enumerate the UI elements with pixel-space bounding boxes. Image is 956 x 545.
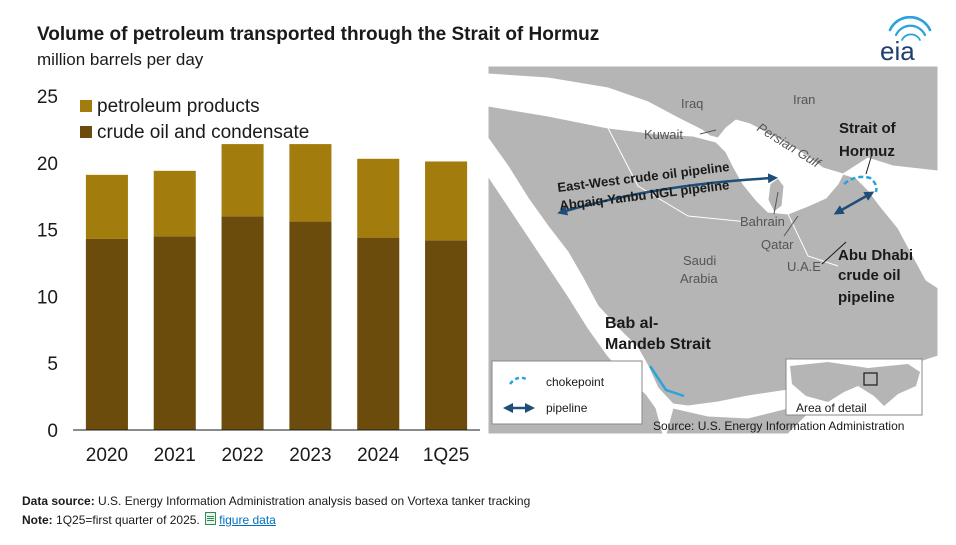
label-hormuz-2: Hormuz — [839, 143, 895, 160]
hormuz-chokepoint — [843, 175, 878, 193]
label-bab-2: Mandeb Strait — [605, 336, 711, 353]
label-kuwait: Kuwait — [644, 127, 683, 142]
eia-logo[interactable]: eia — [878, 16, 934, 64]
bar-products-1Q25 — [425, 161, 468, 241]
label-area-of-detail: Area of detail — [796, 401, 867, 415]
chart-legend: petroleum products crude oil and condensa… — [80, 96, 309, 143]
legend-chokepoint-icon — [509, 376, 529, 385]
abu-dhabi-leader — [821, 241, 847, 265]
bars — [85, 144, 468, 430]
label-iraq: Iraq — [681, 96, 703, 111]
east-west-pipeline — [557, 173, 778, 216]
footer-note: Note: 1Q25=first quarter of 2025. figure… — [22, 512, 276, 527]
spreadsheet-icon[interactable] — [205, 512, 217, 525]
y-tick-label: 10 — [37, 287, 58, 308]
footer-source-text: U.S. Energy Information Administration a… — [98, 494, 531, 508]
footer-note-label: Note: — [22, 513, 53, 527]
footer-source: Data source: U.S. Energy Information Adm… — [22, 494, 530, 508]
x-tick-label: 2021 — [154, 445, 196, 466]
label-uae: U.A.E — [787, 259, 821, 274]
label-hormuz-1: Strait of — [839, 120, 897, 137]
x-tick-label: 1Q25 — [423, 445, 469, 466]
bar-crude-2023 — [289, 221, 332, 430]
label-iran: Iran — [793, 92, 815, 107]
x-axis: 2020 2021 2022 2023 2024 1Q25 — [73, 429, 480, 466]
inset-land — [790, 362, 920, 406]
figure-data-link[interactable]: figure data — [219, 513, 276, 527]
bar-products-2023 — [289, 144, 332, 222]
footer-source-label: Data source: — [22, 494, 95, 508]
legend-label: petroleum products — [97, 96, 260, 117]
y-tick-label: 25 — [37, 87, 58, 108]
bar-products-2020 — [85, 174, 128, 239]
x-tick-label: 2024 — [357, 445, 400, 466]
label-bahrain: Bahrain — [740, 214, 785, 229]
logo-arc-outer — [888, 16, 932, 32]
map-legend: chokepoint pipeline — [491, 360, 643, 425]
bar-crude-2022 — [221, 216, 264, 430]
bar-crude-2024 — [357, 237, 400, 430]
label-saudi-2: Arabia — [680, 271, 718, 286]
chart-subtitle: million barrels per day — [37, 50, 204, 69]
border-line — [787, 213, 839, 267]
legend-label: crude oil and condensate — [97, 122, 309, 143]
bar-chart: 0 5 10 15 20 25 2020 2021 2022 2023 2024 1Q25 petr… — [37, 87, 480, 466]
y-axis: 0 5 10 15 20 25 — [37, 87, 58, 442]
legend-pipeline-label: pipeline — [546, 401, 588, 415]
legend-swatch — [80, 126, 92, 138]
bar-products-2022 — [221, 144, 264, 217]
abu-dhabi-pipeline — [833, 191, 875, 215]
x-tick-label: 2020 — [86, 445, 128, 466]
bar-crude-2020 — [85, 238, 128, 430]
chart-title: Volume of petroleum transported through … — [37, 24, 600, 45]
bar-crude-2021 — [153, 236, 196, 430]
x-tick-label: 2023 — [289, 445, 331, 466]
logo-arc-mid — [894, 24, 927, 37]
land-iraq-iran — [488, 66, 938, 175]
bar-products-2024 — [357, 158, 400, 238]
legend-chokepoint-label: chokepoint — [546, 375, 605, 389]
legend-swatch — [80, 100, 92, 112]
inset-area-box — [863, 372, 878, 386]
hormuz-leader — [865, 153, 873, 175]
qatar-leader — [783, 215, 799, 237]
label-abu-dhabi-1: Abu Dhabi — [838, 247, 913, 264]
map: Iraq Iran Kuwait Bahrain Qatar U.A.E Sau… — [488, 66, 938, 435]
y-tick-label: 0 — [47, 421, 58, 442]
label-bab-1: Bab al- — [605, 315, 658, 332]
bar-crude-1Q25 — [425, 240, 468, 430]
bab-chokepoint — [648, 365, 685, 398]
label-abu-dhabi-2: crude oil — [838, 267, 901, 284]
logo-arc-inner — [901, 33, 921, 41]
footer-note-text: 1Q25=first quarter of 2025. — [56, 513, 200, 527]
bar-products-2021 — [153, 170, 196, 237]
map-source: Source: U.S. Energy Information Administ… — [653, 419, 904, 433]
label-abu-dhabi-3: pipeline — [838, 289, 895, 306]
label-saudi-1: Saudi — [683, 253, 716, 268]
y-tick-label: 20 — [37, 154, 58, 175]
x-tick-label: 2022 — [221, 445, 263, 466]
kuwait-leader — [699, 129, 717, 135]
logo-text: eia — [880, 36, 915, 64]
y-tick-label: 15 — [37, 221, 58, 242]
label-qatar: Qatar — [761, 237, 794, 252]
inset-map: Area of detail — [785, 358, 923, 416]
y-tick-label: 5 — [47, 354, 58, 375]
